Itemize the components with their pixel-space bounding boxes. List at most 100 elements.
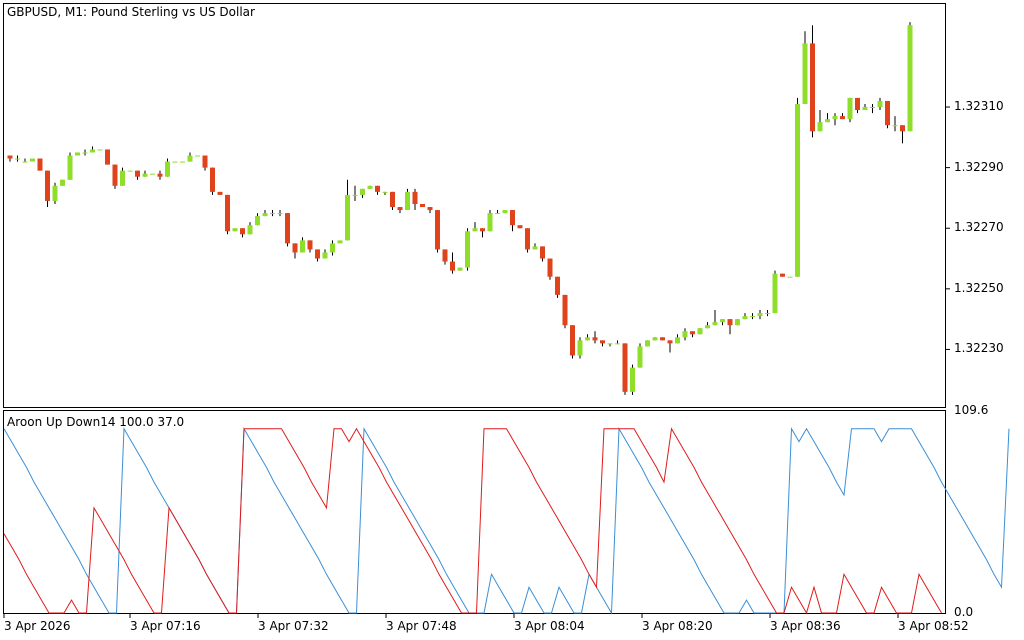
bull-candle-body [352,194,358,196]
bull-candle-body [97,149,103,151]
bull-candle-body [585,337,590,341]
bull-candle-body [697,328,703,335]
candle [465,228,470,271]
candle [892,116,898,132]
main-panel-frame [3,3,946,408]
bull-candle-body [330,243,335,253]
candle [907,22,913,132]
bull-candle-body [870,107,875,109]
candle [727,319,733,335]
candle [300,237,305,253]
bull-candle-body [772,273,778,314]
candle [360,188,365,198]
bear-candle-body [420,203,425,208]
candle [15,155,20,162]
bull-candle-body [825,119,830,123]
candle [157,170,163,180]
bear-candle-body [570,325,575,356]
bull-candle-body [22,161,28,163]
candle [660,337,665,341]
bear-candle-body [292,243,298,253]
candle [382,191,388,195]
bull-candle-body [607,343,613,345]
bear-candle-body [480,228,485,232]
candle [262,210,268,217]
bull-candle-body [615,343,620,345]
bull-candle-body [502,210,508,214]
candle [810,25,815,138]
candle [652,337,658,341]
bull-candle-body [645,340,650,347]
candle [532,243,538,250]
candle [615,340,620,345]
candle [315,249,320,262]
bull-candle-body [532,246,538,250]
bear-candle-body [217,191,223,195]
candle [900,125,905,144]
candle [30,158,35,162]
bull-candle-body [127,170,133,172]
bull-candle-body [52,185,58,201]
candle [247,222,253,235]
x-tick-label: 3 Apr 08:52 [898,619,969,633]
bear-candle-body [105,149,110,165]
candle [577,337,583,359]
bull-candle-body [765,313,770,315]
bull-candle-body [300,240,305,253]
x-tick-label: 3 Apr 08:04 [514,619,585,633]
y-tick-label: 1.32250 [954,280,1004,295]
bear-candle-body [157,173,163,177]
x-tick-label: 3 Apr 08:36 [770,619,841,633]
bear-candle-body [600,340,605,344]
bull-candle-body [15,158,20,160]
bear-candle-body [562,294,568,326]
bear-candle-body [840,116,845,120]
bull-candle-body [817,122,823,132]
candle [270,210,275,217]
candle [622,343,628,395]
bull-candle-body [75,152,80,156]
bear-candle-body [37,158,43,171]
candle [292,243,298,259]
candle [322,249,328,259]
candle [862,103,868,111]
candle [682,328,688,341]
candle [420,203,425,208]
candle [277,210,283,217]
candle [202,155,208,171]
candle [697,328,703,335]
bear-candle-body [135,170,140,177]
candle [832,113,838,126]
candle [442,249,448,265]
candle [757,310,763,320]
candle [637,343,643,368]
candle [217,191,223,195]
candle [210,167,215,195]
candle [82,149,88,156]
chart-title: GBPUSD, M1: Pound Sterling vs US Dollar [7,5,255,19]
bear-candle-body [307,240,313,250]
bull-candle-body [630,367,635,392]
candle [255,213,260,226]
bull-candle-body [367,185,373,189]
bull-candle-body [30,158,35,162]
indicator-panel-frame [3,410,946,614]
bull-candle-body [120,170,125,186]
candle [52,182,58,204]
candle [22,158,28,163]
candle [712,310,718,326]
candle [405,188,410,211]
candle [112,164,118,189]
bear-candle-body [660,337,665,341]
candle [285,213,290,247]
candle [397,207,403,214]
candle [180,161,185,163]
bear-candle-body [442,249,448,262]
bear-candle-body [435,210,440,250]
candle [150,173,155,175]
candle [390,191,395,211]
bull-candle-body [577,340,583,356]
candle [870,103,875,114]
candle [195,155,200,157]
